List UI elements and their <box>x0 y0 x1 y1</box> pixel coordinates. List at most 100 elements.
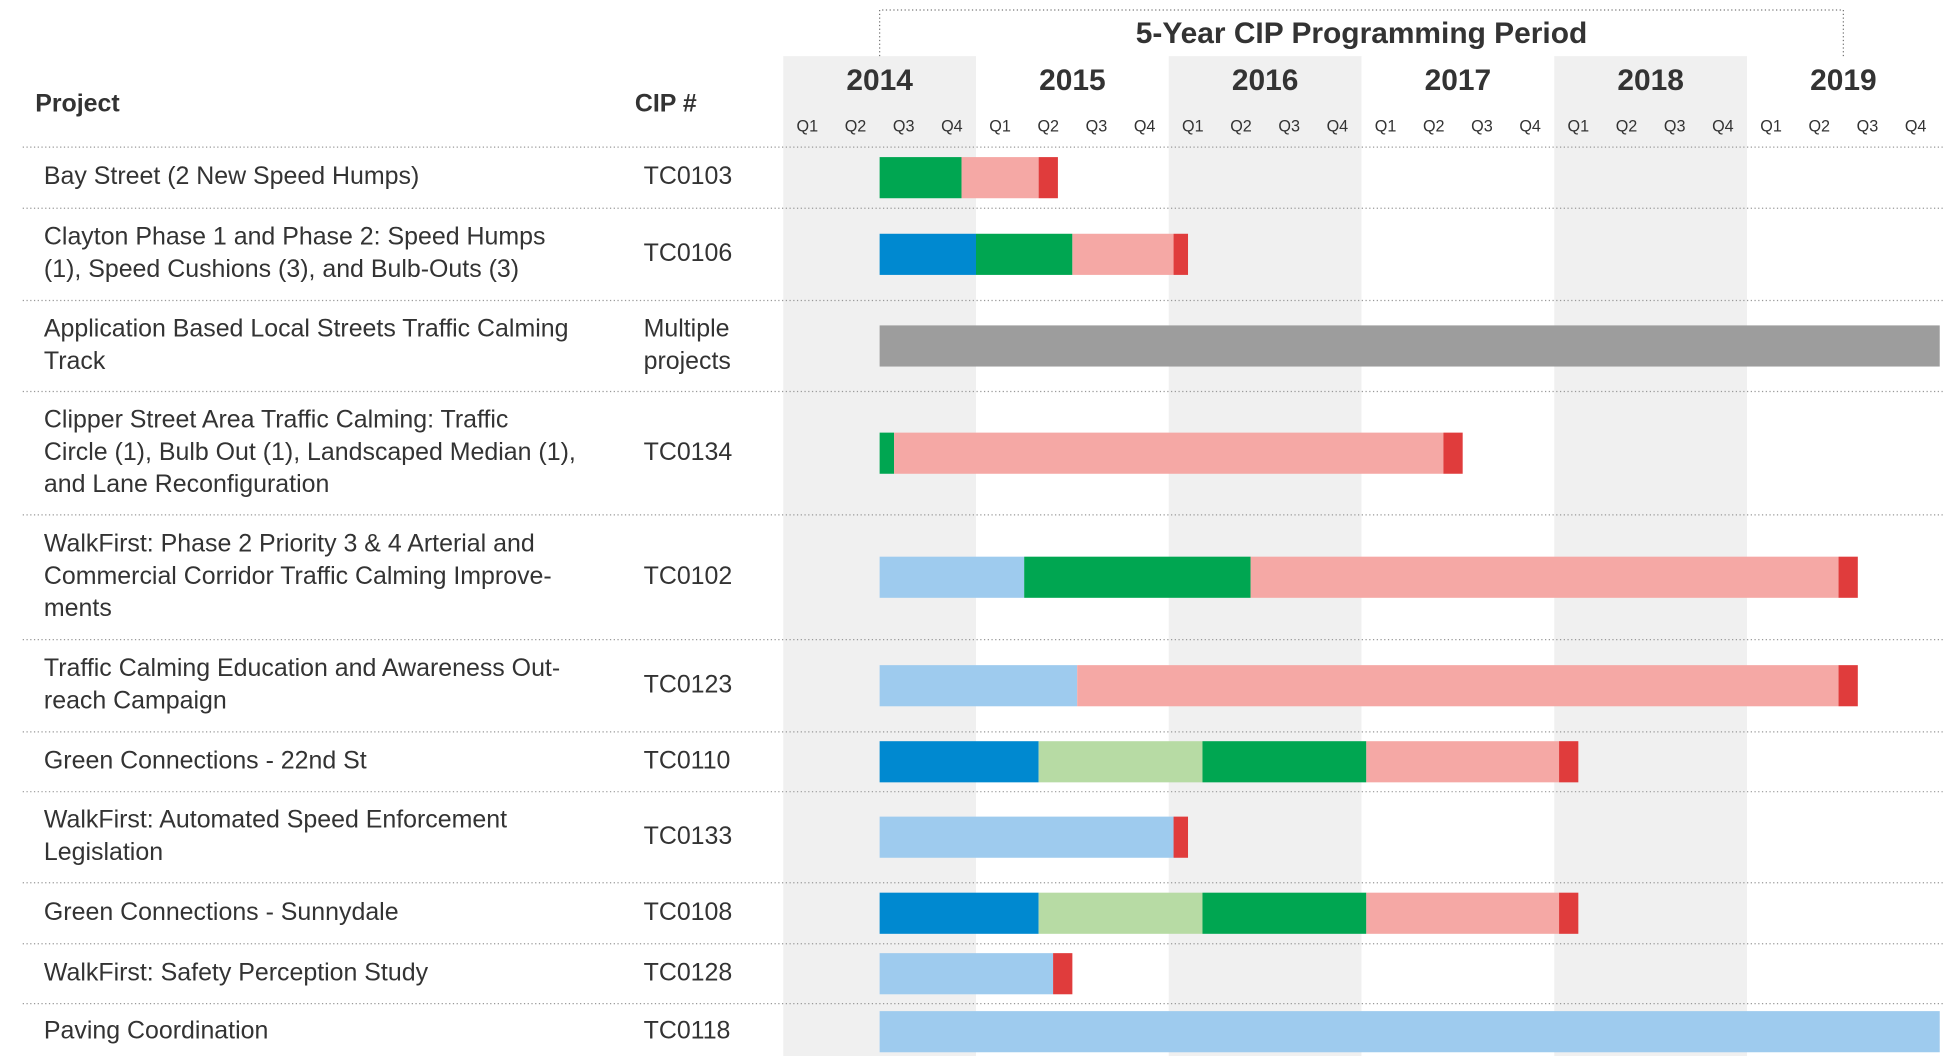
year-band <box>1168 56 1362 1056</box>
project-name: ments <box>44 594 112 622</box>
project-name: Bay Street (2 New Speed Humps) <box>44 162 419 190</box>
phase-bar <box>1038 892 1203 934</box>
project-name: Clipper Street Area Traffic Calming: Tra… <box>44 405 508 433</box>
phase-bar <box>961 157 1039 199</box>
cip-number: Multiple <box>644 314 730 342</box>
cip-number: TC0123 <box>644 670 733 698</box>
phase-bar <box>879 816 1174 858</box>
cip-header: CIP # <box>635 89 697 117</box>
year-label: 2015 <box>1039 64 1106 97</box>
year-band <box>783 56 976 1056</box>
project-name: WalkFirst: Safety Perception Study <box>44 958 429 986</box>
quarter-label: Q1 <box>1182 117 1204 135</box>
phase-bar <box>1038 157 1058 199</box>
phase-bar <box>1838 556 1858 598</box>
project-name: Paving Coordination <box>44 1016 268 1044</box>
project-name: Traffic Calming Education and Awareness … <box>44 654 560 682</box>
year-band <box>1554 56 1747 1056</box>
quarter-label: Q2 <box>1423 117 1445 135</box>
phase-bar <box>1559 892 1579 934</box>
period-label: 5-Year CIP Programming Period <box>1136 17 1588 50</box>
project-name: Clayton Phase 1 and Phase 2: Speed Humps <box>44 223 546 251</box>
cip-number: TC0118 <box>644 1016 731 1044</box>
phase-bar <box>1053 953 1073 995</box>
cip-number: projects <box>644 347 731 375</box>
phase-bar <box>879 665 1078 707</box>
phase-bar <box>879 432 895 474</box>
cip-number: TC0128 <box>644 958 733 986</box>
project-name: WalkFirst: Automated Speed Enforcement <box>44 806 507 834</box>
project-name: Application Based Local Streets Traffic … <box>44 314 569 342</box>
project-name: reach Campaign <box>44 687 227 715</box>
quarter-label: Q4 <box>941 117 963 135</box>
project-name: Circle (1), Bulb Out (1), Landscaped Med… <box>44 438 576 466</box>
project-header: Project <box>35 89 120 117</box>
quarter-label: Q3 <box>1857 117 1879 135</box>
quarter-label: Q4 <box>1519 117 1541 135</box>
quarter-label: Q1 <box>1568 117 1590 135</box>
phase-bar <box>879 325 1940 367</box>
quarter-label: Q4 <box>1327 117 1349 135</box>
cip-number: TC0108 <box>644 898 733 926</box>
year-bands <box>783 56 1747 1056</box>
phase-bar <box>879 892 1039 934</box>
phase-bar <box>1038 741 1203 783</box>
phase-bar <box>975 233 1073 275</box>
year-label: 2018 <box>1617 64 1684 97</box>
quarter-label: Q3 <box>1086 117 1108 135</box>
year-label: 2014 <box>846 64 913 97</box>
phase-bar <box>1202 741 1367 783</box>
phase-bar <box>879 157 962 199</box>
cip-number: TC0102 <box>644 562 733 590</box>
cip-number: TC0106 <box>644 239 733 267</box>
quarter-label: Q2 <box>845 117 867 135</box>
quarter-label: Q4 <box>1134 117 1156 135</box>
project-name: (1), Speed Cushions (3), and Bulb-Outs (… <box>44 255 519 283</box>
phase-bar <box>894 432 1444 474</box>
year-label: 2017 <box>1425 64 1492 97</box>
quarter-label: Q2 <box>1616 117 1638 135</box>
project-name: Green Connections - Sunnydale <box>44 898 399 926</box>
cip-number: TC0110 <box>644 746 731 774</box>
quarter-label: Q3 <box>1278 117 1300 135</box>
phase-bar <box>1024 556 1251 598</box>
period-label-bg <box>1112 17 1611 53</box>
phase-bar <box>1173 816 1189 858</box>
project-name: and Lane Reconfiguration <box>44 470 329 498</box>
cip-number: TC0103 <box>644 162 733 190</box>
phase-bar <box>1202 892 1367 934</box>
phase-bar <box>1366 892 1560 934</box>
phase-bar <box>879 556 1025 598</box>
cip-number: TC0133 <box>644 822 733 850</box>
phase-bar <box>1559 741 1579 783</box>
quarter-label: Q1 <box>1375 117 1397 135</box>
quarter-label: Q2 <box>1037 117 1059 135</box>
quarter-label: Q1 <box>989 117 1011 135</box>
phase-bar <box>1250 556 1839 598</box>
project-name: Commercial Corridor Traffic Calming Impr… <box>44 562 552 590</box>
phase-bar <box>1077 665 1839 707</box>
quarter-label: Q4 <box>1905 117 1927 135</box>
quarter-label: Q2 <box>1230 117 1252 135</box>
phase-bar <box>879 953 1054 995</box>
year-label: 2019 <box>1810 64 1877 97</box>
period-bracket <box>878 9 1844 57</box>
project-name: Legislation <box>44 838 163 866</box>
quarter-label: Q1 <box>1760 117 1782 135</box>
phase-bar <box>1838 665 1858 707</box>
cip-number: TC0134 <box>644 438 733 466</box>
project-name: WalkFirst: Phase 2 Priority 3 & 4 Arteri… <box>44 529 535 557</box>
year-label: 2016 <box>1232 64 1299 97</box>
project-name: Green Connections - 22nd St <box>44 746 367 774</box>
quarter-label: Q3 <box>1664 117 1686 135</box>
quarter-label: Q3 <box>893 117 915 135</box>
phase-bar <box>1366 741 1560 783</box>
phase-bar <box>1443 432 1463 474</box>
phase-bar <box>879 233 976 275</box>
quarter-label: Q1 <box>797 117 819 135</box>
phase-bar <box>879 1011 1940 1053</box>
quarter-label: Q4 <box>1712 117 1734 135</box>
quarter-label: Q2 <box>1808 117 1830 135</box>
